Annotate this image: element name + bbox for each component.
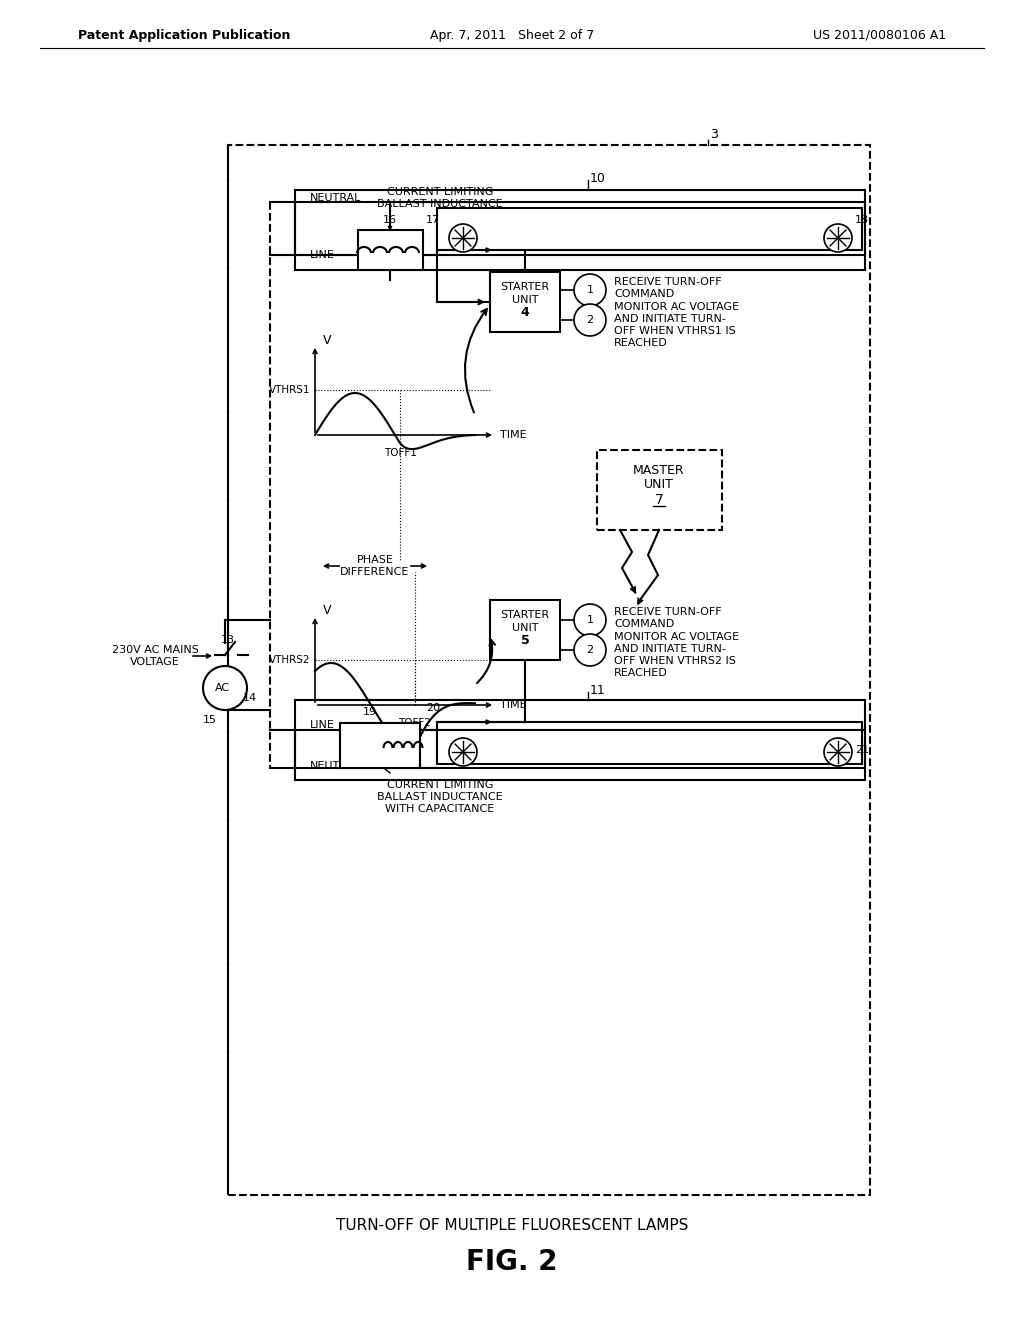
Bar [437, 209, 862, 249]
Bar [340, 723, 420, 768]
Text: AND INITIATE TURN-: AND INITIATE TURN- [614, 644, 726, 653]
Text: 18: 18 [855, 215, 869, 224]
Text: COMMAND: COMMAND [614, 619, 674, 630]
Circle shape [574, 605, 606, 636]
Text: 1: 1 [587, 615, 594, 624]
Circle shape [574, 304, 606, 337]
Text: 17: 17 [426, 215, 440, 224]
Text: UNIT: UNIT [644, 478, 674, 491]
Text: UNIT: UNIT [512, 623, 539, 634]
Bar [228, 145, 870, 1195]
Text: RECEIVE TURN-OFF: RECEIVE TURN-OFF [614, 277, 722, 286]
Bar [490, 272, 560, 333]
Circle shape [574, 275, 606, 306]
Text: TIME: TIME [500, 700, 526, 710]
Text: Apr. 7, 2011   Sheet 2 of 7: Apr. 7, 2011 Sheet 2 of 7 [430, 29, 594, 41]
Text: NEUTRAL: NEUTRAL [310, 762, 361, 771]
Bar [295, 700, 865, 780]
Circle shape [824, 738, 852, 766]
Bar [437, 722, 862, 764]
Text: 2: 2 [587, 315, 594, 325]
Bar [597, 450, 722, 531]
Text: 1: 1 [587, 285, 594, 294]
Text: VOLTAGE: VOLTAGE [130, 657, 180, 667]
Bar [490, 601, 560, 660]
Text: V: V [323, 603, 332, 616]
Text: PHASE: PHASE [356, 554, 393, 565]
Bar [358, 230, 423, 271]
Text: 2: 2 [587, 645, 594, 655]
Text: 21: 21 [855, 744, 869, 755]
Circle shape [574, 634, 606, 667]
Circle shape [824, 224, 852, 252]
Text: BALLAST INDUCTANCE: BALLAST INDUCTANCE [377, 199, 503, 209]
Text: TOFF1: TOFF1 [384, 447, 417, 458]
Text: BALLAST INDUCTANCE: BALLAST INDUCTANCE [377, 792, 503, 803]
Text: COMMAND: COMMAND [614, 289, 674, 300]
Text: US 2011/0080106 A1: US 2011/0080106 A1 [813, 29, 946, 41]
Text: OFF WHEN VTHRS2 IS: OFF WHEN VTHRS2 IS [614, 656, 736, 667]
Text: AND INITIATE TURN-: AND INITIATE TURN- [614, 314, 726, 323]
Text: REACHED: REACHED [614, 338, 668, 348]
Circle shape [449, 738, 477, 766]
Text: MASTER: MASTER [633, 463, 685, 477]
Text: AC: AC [214, 682, 229, 693]
Text: 5: 5 [520, 635, 529, 648]
Text: MONITOR AC VOLTAGE: MONITOR AC VOLTAGE [614, 632, 739, 642]
Text: TOFF2: TOFF2 [398, 718, 431, 729]
Text: 4: 4 [520, 306, 529, 319]
Text: DIFFERENCE: DIFFERENCE [340, 568, 410, 577]
Text: STARTER: STARTER [501, 282, 550, 292]
Text: CURRENT LIMITING: CURRENT LIMITING [387, 187, 494, 197]
Text: OFF WHEN VTHRS1 IS: OFF WHEN VTHRS1 IS [614, 326, 736, 337]
Text: FIG. 2: FIG. 2 [466, 1247, 558, 1276]
Text: TURN-OFF OF MULTIPLE FLUORESCENT LAMPS: TURN-OFF OF MULTIPLE FLUORESCENT LAMPS [336, 1217, 688, 1233]
Text: 13: 13 [221, 635, 234, 645]
Text: VTHRS2: VTHRS2 [268, 655, 310, 665]
Circle shape [449, 224, 477, 252]
Text: UNIT: UNIT [512, 294, 539, 305]
Text: WITH CAPACITANCE: WITH CAPACITANCE [385, 804, 495, 814]
Text: 7: 7 [654, 492, 664, 507]
Text: TIME: TIME [500, 430, 526, 440]
Text: REACHED: REACHED [614, 668, 668, 678]
Text: 19: 19 [362, 708, 377, 717]
Text: NEUTRAL: NEUTRAL [310, 193, 361, 203]
Text: 11: 11 [590, 684, 606, 697]
Text: 10: 10 [590, 172, 606, 185]
Text: CURRENT LIMITING: CURRENT LIMITING [387, 780, 494, 789]
Text: STARTER: STARTER [501, 610, 550, 620]
Circle shape [203, 667, 247, 710]
Text: 20: 20 [426, 704, 440, 713]
Text: 14: 14 [243, 693, 257, 704]
Text: 15: 15 [203, 715, 217, 725]
Bar [295, 190, 865, 271]
Text: 16: 16 [383, 215, 397, 224]
Text: RECEIVE TURN-OFF: RECEIVE TURN-OFF [614, 607, 722, 616]
Text: VTHRS1: VTHRS1 [268, 385, 310, 395]
Text: 3: 3 [710, 128, 718, 141]
Text: LINE: LINE [310, 249, 335, 260]
Text: Patent Application Publication: Patent Application Publication [78, 29, 291, 41]
Text: MONITOR AC VOLTAGE: MONITOR AC VOLTAGE [614, 302, 739, 312]
Text: 230V AC MAINS: 230V AC MAINS [112, 645, 199, 655]
Text: V: V [323, 334, 332, 346]
Text: LINE: LINE [310, 719, 335, 730]
